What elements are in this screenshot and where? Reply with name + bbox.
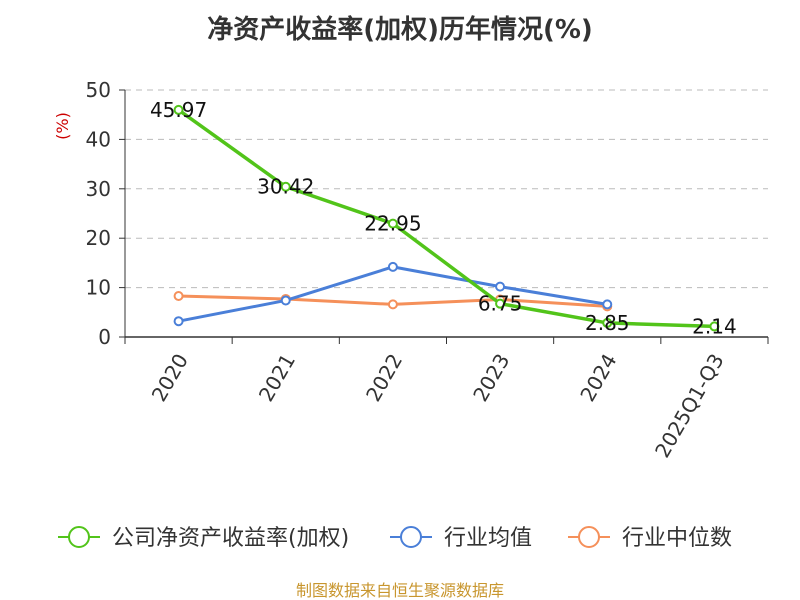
- data-label: 2.85: [585, 311, 630, 335]
- x-tick-label: 2023: [468, 350, 514, 406]
- y-tick-label: 0: [98, 325, 111, 349]
- source-note: 制图数据来自恒生聚源数据库: [296, 581, 504, 600]
- legend: 公司净资产收益率(加权) 行业均值 行业中位数: [58, 526, 732, 551]
- data-label: 2.14: [692, 314, 737, 338]
- x-tick-label: 2025Q1-Q3: [650, 350, 729, 462]
- data-point: [280, 181, 291, 192]
- series-layer: [173, 104, 720, 332]
- y-tick-label: 20: [86, 226, 111, 250]
- legend-swatch-marker: [578, 526, 600, 548]
- legend-label: 行业均值: [444, 526, 532, 551]
- data-label: 45.97: [150, 98, 207, 122]
- x-tick-label: 2022: [361, 350, 407, 406]
- data-point: [173, 290, 184, 301]
- data-label-layer: 45.97 30.42 22.95 6.75 2.85 2.14: [150, 98, 737, 339]
- data-label: 30.42: [257, 175, 314, 199]
- data-label: 6.75: [478, 292, 523, 316]
- y-tick-label: 40: [86, 127, 111, 151]
- x-tick-label: 2024: [575, 350, 621, 406]
- legend-label: 行业中位数: [622, 526, 732, 551]
- data-point: [495, 281, 506, 292]
- data-point: [387, 261, 398, 272]
- series-line-0: [177, 108, 715, 329]
- data-point: [173, 104, 184, 115]
- y-tick-label: 30: [86, 177, 111, 201]
- legend-label: 公司净资产收益率(加权): [112, 526, 349, 551]
- data-point: [387, 218, 398, 229]
- grid-layer: [125, 89, 768, 289]
- y-tick-label: 50: [86, 78, 111, 102]
- legend-swatch-marker: [68, 526, 90, 548]
- y-tick-label: 10: [86, 276, 111, 300]
- x-tick-label: 2020: [147, 350, 193, 406]
- y-axis-label: (%): [53, 112, 72, 140]
- data-label: 22.95: [364, 212, 421, 236]
- x-tick-label: 2021: [254, 350, 300, 406]
- data-point: [495, 298, 506, 309]
- data-point: [173, 316, 184, 327]
- legend-swatch-marker: [400, 526, 422, 548]
- data-point: [709, 321, 720, 332]
- data-point: [602, 317, 613, 328]
- data-point: [602, 299, 613, 310]
- data-point: [387, 299, 398, 310]
- chart-title: 净资产收益率(加权)历年情况(%): [207, 14, 593, 45]
- data-point: [280, 295, 291, 306]
